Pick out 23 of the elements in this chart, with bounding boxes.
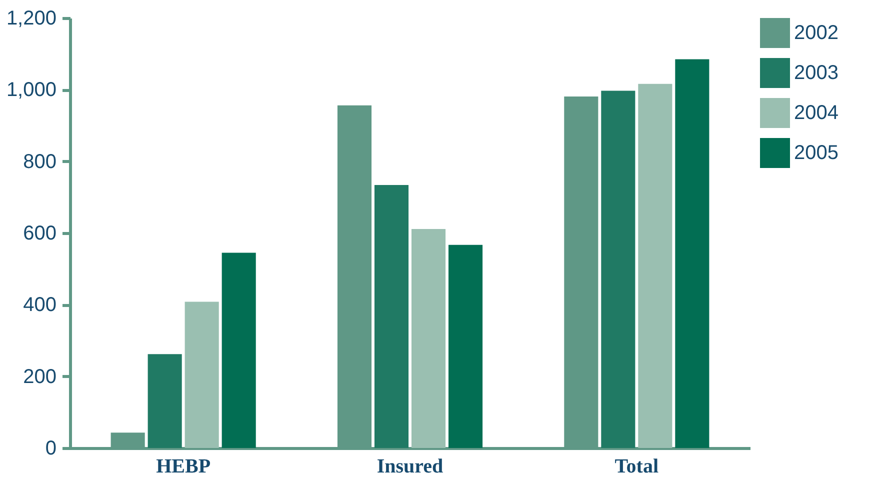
x-tick-label: Total xyxy=(614,456,659,478)
bar xyxy=(148,354,182,448)
y-tick-label: 600 xyxy=(23,222,56,244)
bar xyxy=(184,302,219,448)
y-tick-label: 400 xyxy=(23,294,56,316)
y-tick-label: 0 xyxy=(45,438,56,460)
x-tick-label: Insured xyxy=(376,456,444,478)
bar xyxy=(411,229,446,448)
bar xyxy=(374,184,409,448)
x-tick-label: HEBP xyxy=(156,456,211,478)
legend-label: 2004 xyxy=(794,102,838,124)
legend-label: 2002 xyxy=(794,22,838,44)
y-tick-label: 200 xyxy=(23,366,56,388)
y-tick-label: 800 xyxy=(23,150,56,173)
bar xyxy=(448,244,483,448)
legend-label: 2005 xyxy=(794,142,838,164)
y-tick-label: 1,000 xyxy=(6,79,56,102)
bar xyxy=(601,90,636,448)
bar xyxy=(675,59,710,448)
bar xyxy=(638,84,672,448)
bar xyxy=(222,252,256,448)
legend-label: 2003 xyxy=(794,62,838,84)
y-tick-label: 1,200 xyxy=(6,8,56,30)
